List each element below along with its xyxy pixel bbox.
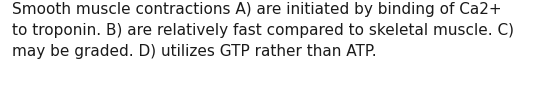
Text: Smooth muscle contractions A) are initiated by binding of Ca2+
to troponin. B) a: Smooth muscle contractions A) are initia… (12, 2, 514, 59)
